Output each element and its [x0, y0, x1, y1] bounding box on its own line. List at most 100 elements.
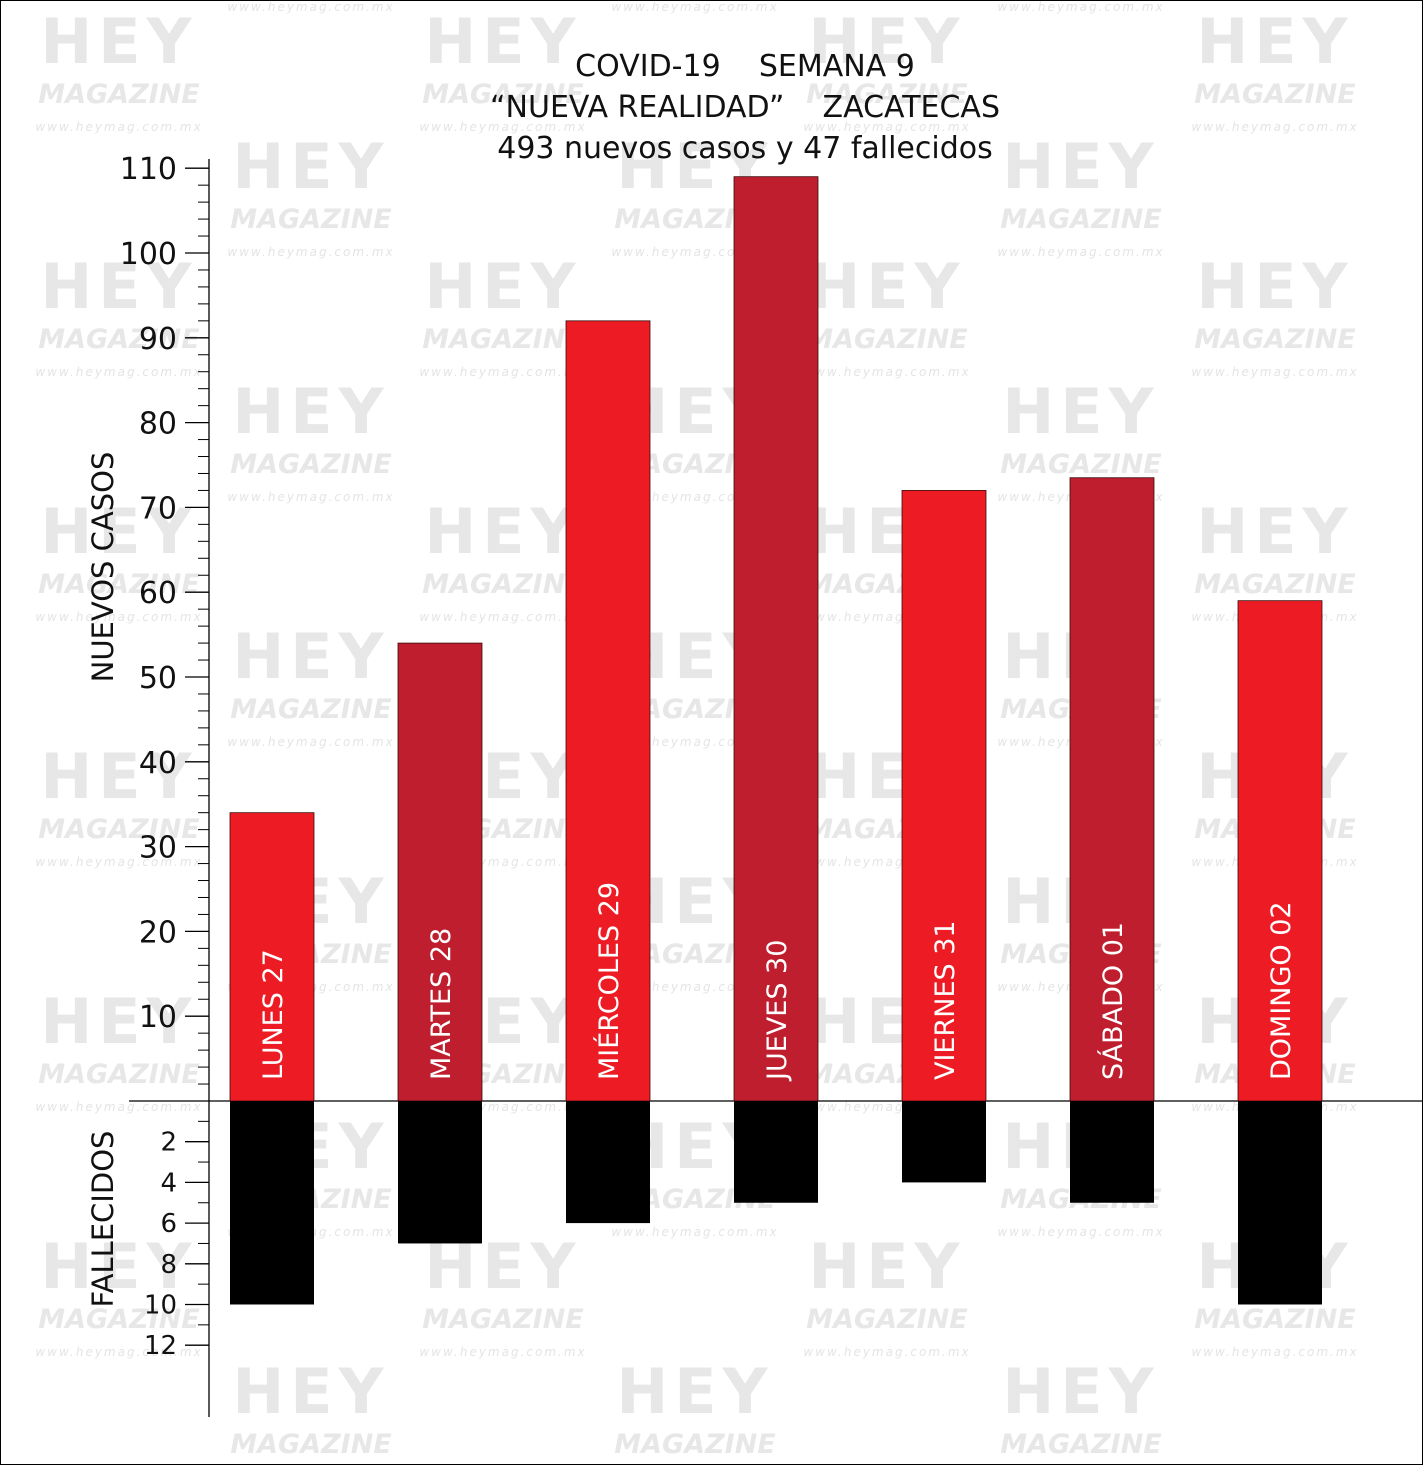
- watermark-magazine-text: MAGAZINE: [230, 204, 392, 235]
- watermark-magazine-text: MAGAZINE: [1000, 449, 1162, 480]
- watermark-url-text: www.heymag.com.mx: [35, 1345, 202, 1359]
- upper-tick-label: 20: [139, 915, 177, 950]
- watermark-magazine-text: MAGAZINE: [806, 79, 968, 110]
- category-label: SÁBADO 01: [1097, 922, 1129, 1080]
- watermark-hey-text: HEY: [40, 250, 197, 323]
- watermark-url-text: www.heymag.com.mx: [227, 735, 394, 749]
- upper-tick-label: 30: [139, 831, 177, 866]
- category-label: JUEVES 30: [762, 940, 793, 1082]
- watermark-magazine-text: MAGAZINE: [1194, 79, 1356, 110]
- watermark-url-text: www.heymag.com.mx: [1191, 365, 1358, 379]
- watermark-magazine-text: MAGAZINE: [230, 694, 392, 725]
- watermark-magazine-text: MAGAZINE: [230, 449, 392, 480]
- lower-tick-label: 10: [144, 1291, 177, 1321]
- watermark-hey-text: HEY: [232, 130, 389, 203]
- watermark-magazine-text: MAGAZINE: [422, 79, 584, 110]
- watermark-magazine-text: MAGAZINE: [806, 1304, 968, 1335]
- watermark-magazine-text: MAGAZINE: [38, 1059, 200, 1090]
- category-label: MIÉRCOLES 29: [593, 882, 625, 1080]
- watermark-url-text: www.heymag.com.mx: [803, 1345, 970, 1359]
- watermark-url-text: www.heymag.com.mx: [611, 1225, 778, 1239]
- watermark-magazine-text: MAGAZINE: [1194, 1304, 1356, 1335]
- watermark-url-text: www.heymag.com.mx: [35, 610, 202, 624]
- watermark-hey-text: HEY: [424, 250, 581, 323]
- watermark-hey-text: HEY: [616, 1355, 773, 1428]
- watermark-magazine-text: MAGAZINE: [38, 79, 200, 110]
- watermark-url-text: www.heymag.com.mx: [419, 610, 586, 624]
- upper-tick-label: 110: [120, 152, 177, 187]
- watermark-url-text: www.heymag.com.mx: [611, 1, 778, 14]
- lower-tick-label: 4: [160, 1168, 177, 1198]
- upper-tick-label: 40: [139, 746, 177, 781]
- watermark-hey-text: HEY: [424, 495, 581, 568]
- cases-bar: [397, 642, 483, 1102]
- lower-tick-label: 12: [144, 1331, 177, 1361]
- watermark-url-text: www.heymag.com.mx: [1191, 120, 1358, 134]
- watermark-url-text: www.heymag.com.mx: [35, 365, 202, 379]
- watermark-magazine-text: MAGAZINE: [614, 1429, 776, 1460]
- watermark-url-text: www.heymag.com.mx: [997, 1225, 1164, 1239]
- watermark-hey-text: HEY: [808, 5, 965, 78]
- watermark-hey-text: HEY: [40, 985, 197, 1058]
- chart-title: COVID-19 SEMANA 9 “NUEVA REALIDAD” ZACATE…: [490, 49, 1000, 166]
- watermark-url-text: www.heymag.com.mx: [997, 245, 1164, 259]
- watermark-hey-text: HEY: [40, 740, 197, 813]
- watermark-hey-text: HEY: [1196, 250, 1353, 323]
- category-label: VIERNES 31: [930, 920, 961, 1080]
- cases-bar: [901, 490, 987, 1102]
- upper-tick-label: 80: [139, 407, 177, 442]
- watermark-hey-text: HEY: [40, 1230, 197, 1303]
- watermark-magazine-text: MAGAZINE: [422, 1304, 584, 1335]
- watermark-url-text: www.heymag.com.mx: [1191, 1345, 1358, 1359]
- deaths-bar: [566, 1101, 650, 1224]
- lower-tick-label: 2: [160, 1128, 177, 1158]
- watermark-url-text: www.heymag.com.mx: [419, 1345, 586, 1359]
- axes: 10 20 30 40 50 60 70 80 90 100 110 2 4 6 8 10 12 NUEVOS C…: [86, 152, 1422, 1417]
- watermark-hey-text: HEY: [232, 620, 389, 693]
- cases-bar: [1069, 477, 1155, 1102]
- watermark-url-text: www.heymag.com.mx: [227, 490, 394, 504]
- watermark-hey-text: HEY: [1002, 375, 1159, 448]
- title-line-3: 493 nuevos casos y 47 fallecidos: [497, 131, 993, 166]
- title-line-1: COVID-19 SEMANA 9: [575, 49, 915, 84]
- watermark-url-text: www.heymag.com.mx: [35, 120, 202, 134]
- watermark-hey-text: HEY: [1002, 130, 1159, 203]
- watermark-magazine-text: MAGAZINE: [1194, 324, 1356, 355]
- bars: [229, 176, 1323, 1305]
- watermark-magazine-text: MAGAZINE: [1194, 569, 1356, 600]
- upper-tick-label: 50: [139, 661, 177, 696]
- watermark-magazine-text: MAGAZINE: [422, 569, 584, 600]
- upper-tick-label: 10: [139, 1000, 177, 1035]
- upper-tick-label: 60: [139, 576, 177, 611]
- watermark-magazine-text: MAGAZINE: [230, 1429, 392, 1460]
- cases-bar: [229, 812, 315, 1102]
- bar-labels: LUNES 27 MARTES 28 MIÉRCOLES 29 JUEVES 30 VI…: [258, 882, 1297, 1082]
- deaths-bar: [902, 1101, 986, 1183]
- watermark-magazine-text: MAGAZINE: [422, 324, 584, 355]
- watermark-hey-text: HEY: [1196, 5, 1353, 78]
- cases-bar: [733, 176, 819, 1102]
- watermark-magazine-text: MAGAZINE: [1000, 1429, 1162, 1460]
- watermark-magazine-text: MAGAZINE: [806, 324, 968, 355]
- watermark-magazine-text: MAGAZINE: [38, 569, 200, 600]
- deaths-bar: [1238, 1101, 1322, 1305]
- watermark-url-text: www.heymag.com.mx: [803, 120, 970, 134]
- watermark-url-text: www.heymag.com.mx: [227, 245, 394, 259]
- watermark-url-text: www.heymag.com.mx: [35, 1100, 202, 1114]
